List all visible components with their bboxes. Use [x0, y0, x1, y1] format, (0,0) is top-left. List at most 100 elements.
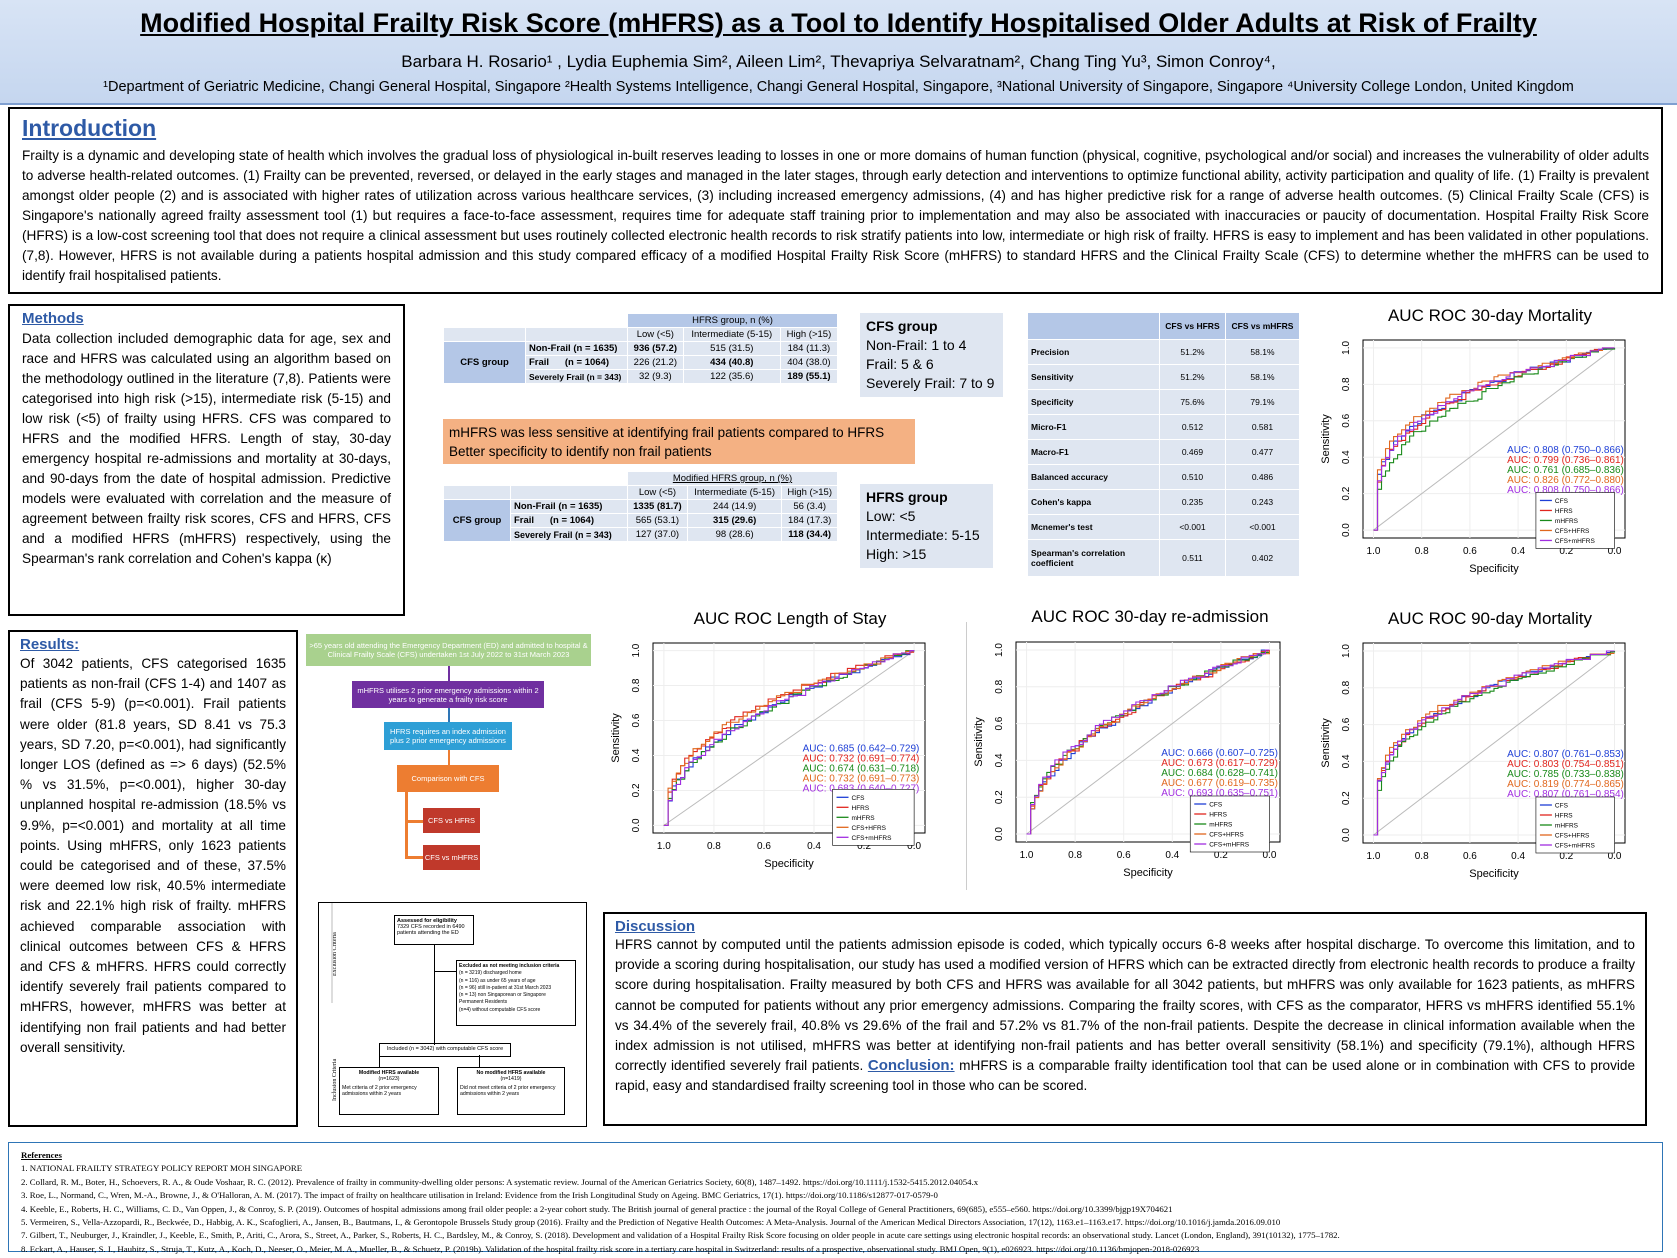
auc-label: AUC: 0.673 (0.617–0.729): [1161, 758, 1278, 769]
x-axis-label: Specificity: [1469, 563, 1519, 575]
key-finding-banner: mHFRS was less sensitive at identifying …: [443, 419, 915, 464]
chart-title-length-of-stay: AUC ROC Length of Stay: [693, 609, 887, 628]
cfs-legend-line: Non-Frail: 1 to 4: [866, 337, 967, 353]
x-tick-label: 0.0: [1262, 850, 1276, 861]
table1-row-label: Frail (n = 1064): [525, 355, 628, 370]
metrics-cell: 0.477: [1224, 439, 1301, 465]
metrics-row-label: Specificity: [1027, 389, 1160, 415]
metrics-cell: 0.510: [1159, 464, 1226, 490]
consort-excluded-line: (n = 13) non Singaporean or Singapore: [459, 992, 546, 999]
flow-connector: [405, 820, 423, 823]
reference-item: 8. Eckart, A., Hauser, S. I., Haubitz, S…: [21, 1243, 1200, 1254]
consort-excluded-line: (n = 96) still in-patient at 31st March …: [459, 984, 552, 991]
auc-label: AUC: 0.761 (0.685–0.836): [1507, 465, 1624, 476]
metrics-cell: <0.001: [1159, 514, 1226, 540]
consort-excluded-box: Excluded as not meeting inclusion criter…: [456, 960, 576, 1026]
metrics-row: Mcnemer's test <0.001 <0.001: [1027, 514, 1301, 540]
results-heading: Results:: [20, 636, 80, 653]
consort-modified-box: Modified HFRS available (n=1623) Met cri…: [339, 1067, 439, 1115]
metrics-cell: 0.243: [1224, 489, 1301, 515]
x-tick-label: 0.4: [807, 841, 821, 852]
y-axis-label: Sensitivity: [1320, 414, 1332, 464]
roc-curve-cfs-plus-mhfrs: [663, 650, 915, 826]
table1-cell: 122 (35.6): [682, 369, 781, 384]
chart-title-90d-mortality: AUC ROC 90-day Mortality: [1387, 609, 1593, 628]
x-tick-label: 0.4: [1511, 546, 1525, 557]
legend-label: CFS: [1555, 498, 1569, 505]
legend-label: CFS: [1555, 803, 1569, 810]
metrics-row-label: Macro-F1: [1027, 439, 1160, 465]
metrics-row: Precision 51.2% 58.1%: [1027, 339, 1301, 365]
auc-label: AUC: 0.803 (0.754–0.851): [1507, 759, 1624, 770]
table2-cell: 98 (28.6): [686, 527, 783, 542]
plot-frame: [1015, 641, 1281, 843]
roc-chart-30d-readmission: 1.0 0.0 0.8 0.2 0.6 0.4 0.4 0.6 0.2 0.8 0.0 1.0 Spec…: [973, 641, 1281, 879]
metrics-cell: 79.1%: [1224, 389, 1301, 415]
flow-step-eligibility: >65 years old attending the Emergency De…: [306, 634, 591, 666]
results-text: Of 3042 patients, CFS categorised 1635 p…: [20, 656, 286, 1055]
introduction-text: Frailty is a dynamic and developing stat…: [22, 148, 1649, 283]
auc-label: AUC: 0.808 (0.750–0.866): [1507, 485, 1624, 496]
auc-label: AUC: 0.819 (0.774–0.865): [1507, 779, 1624, 790]
x-tick-label: 0.0: [907, 841, 921, 852]
legend-label: mHFRS: [1209, 822, 1233, 829]
reference-diagonal: [1373, 347, 1615, 531]
metrics-row-label: Balanced accuracy: [1027, 464, 1160, 490]
legend-label: CFS+HFRS: [1209, 832, 1244, 839]
metrics-row-label: Micro-F1: [1027, 414, 1160, 440]
y-axis-label: Sensitivity: [1320, 718, 1332, 768]
legend-label: HFRS: [852, 805, 870, 812]
legend-label: mHFRS: [852, 815, 876, 822]
table1-cell: 226 (21.2): [627, 355, 684, 370]
x-axis-label: Specificity: [1469, 868, 1519, 880]
table2-row-label: Frail (n = 1064): [510, 513, 628, 528]
metrics-row-label: Spearman's correlation coefficient: [1027, 539, 1160, 577]
consort-assessed-box: Assessed for eligibility 7329 CFS record…: [394, 915, 474, 945]
reference-item: 1. NATIONAL FRAILTY STRATEGY POLICY REPO…: [21, 1163, 303, 1174]
y-tick-label: 0.6: [631, 713, 642, 727]
table1-cell: 184 (11.3): [779, 341, 839, 356]
consort-excluded-line: (n=4) without computable CFS score: [459, 1006, 541, 1013]
flow-step-mhfrs: mHFRS utilises 2 prior emergency admissi…: [352, 681, 544, 708]
reference-item: 2. Collard, R. M., Boter, H., Schoevers,…: [21, 1176, 979, 1187]
roc-curve-cfs-plus-mhfrs: [1026, 649, 1270, 835]
hfrs-group-legend: HFRS group Low: <5 Intermediate: 5-15 Hi…: [860, 484, 993, 568]
legend-label: mHFRS: [1555, 823, 1579, 830]
x-tick-label: 0.4: [1511, 851, 1525, 862]
x-tick-label: 0.8: [1068, 850, 1082, 861]
chart-title-30d-readmission: AUC ROC 30-day re-admission: [1031, 607, 1269, 626]
auc-label: AUC: 0.732 (0.691–0.774): [803, 753, 920, 764]
metrics-cell: 0.581: [1224, 414, 1301, 440]
discussion-section: Discussion HFRS cannot by computed until…: [603, 912, 1647, 1126]
table2-group-header: Modified HFRS group, n (%): [627, 471, 838, 486]
x-tick-label: 0.2: [1214, 850, 1228, 861]
auc-label: AUC: 0.666 (0.607–0.725): [1161, 748, 1278, 759]
references-heading: References: [21, 1150, 62, 1160]
y-tick-label: 1.0: [631, 643, 642, 657]
metrics-cell: 51.2%: [1159, 339, 1226, 365]
y-tick-label: 0.4: [1341, 450, 1352, 464]
auc-label: AUC: 0.785 (0.733–0.838): [1507, 769, 1624, 780]
consort-connector: [434, 971, 456, 972]
consort-nomod-desc: Did not meet criteria of 2 prior emergen…: [460, 1085, 556, 1097]
mhfrs-crosstab: Modified HFRS group, n (%) Low (<5) Inte…: [443, 471, 838, 542]
y-tick-label: 0.4: [994, 753, 1005, 767]
metrics-cell: <0.001: [1224, 514, 1301, 540]
table1-col: Intermediate (5-15): [682, 327, 781, 342]
methods-text: Data collection included demographic dat…: [22, 331, 391, 566]
y-tick-label: 0.0: [1341, 523, 1352, 537]
affiliations: ¹Department of Geriatric Medicine, Chang…: [103, 79, 1574, 95]
table1-cell: 404 (38.0): [779, 355, 839, 370]
table1-cell: 434 (40.8): [682, 355, 781, 370]
reference-item: 3. Roe, L., Normand, C., Wren, M.-A., Br…: [21, 1190, 938, 1201]
table1-row-label: Severely Frail (n = 343): [525, 369, 628, 384]
x-tick-label: 0.8: [707, 841, 721, 852]
hfrs-legend-line: High: >15: [866, 546, 927, 562]
x-tick-label: 0.0: [1608, 546, 1622, 557]
table1-cell: 936 (57.2): [627, 341, 684, 356]
y-axis-label: Sensitivity: [610, 713, 622, 763]
legend-label: HFRS: [1209, 812, 1227, 819]
table2-cell: 56 (3.4): [781, 499, 838, 514]
consort-connector: [434, 945, 435, 1045]
reference-diagonal: [663, 650, 915, 826]
